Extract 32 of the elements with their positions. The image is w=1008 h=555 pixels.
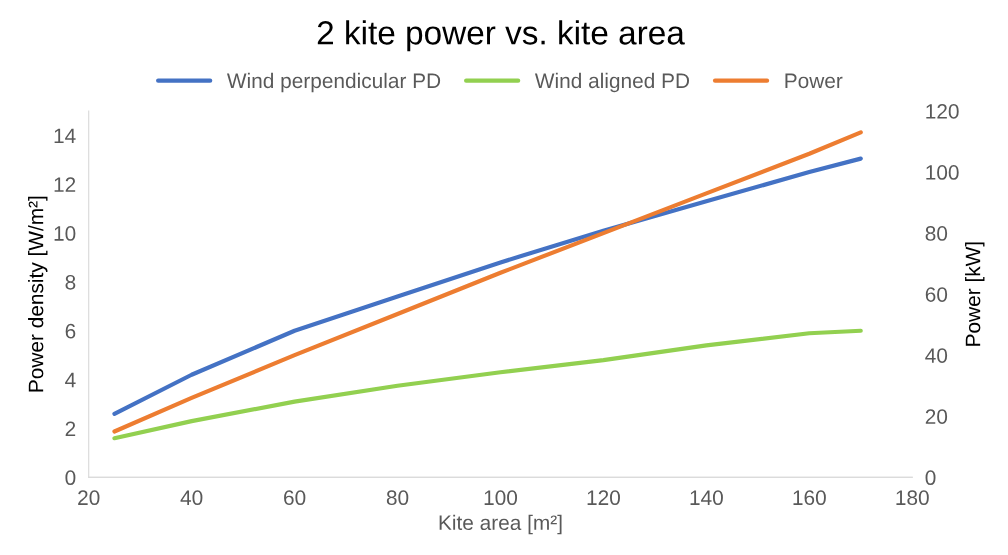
x-tick-label: 40 — [180, 490, 203, 506]
y-tick-label: 8 — [65, 274, 76, 290]
legend-label: Wind aligned PD — [534, 72, 690, 93]
y-tick-label: 12 — [54, 177, 76, 192]
y-axis-title: Power density [W/m²] — [28, 196, 48, 392]
y2-tick-label: 0 — [925, 470, 936, 486]
y-tick-label: 0 — [65, 470, 76, 486]
y-tick-label: 6 — [65, 323, 76, 339]
x-axis-title: Kite area [m²] — [439, 514, 562, 535]
y-tick-label: 14 — [54, 128, 76, 143]
y-tick-label: 10 — [54, 226, 76, 241]
legend-label: Wind perpendicular PD — [226, 72, 441, 93]
x-tick-label: 20 — [78, 490, 100, 506]
y2-tick-label: 100 — [926, 165, 959, 180]
x-tick-label: 140 — [690, 490, 723, 506]
y2-tick-label: 120 — [926, 104, 959, 119]
y2-tick-label: 80 — [925, 226, 948, 241]
y2-tick-label: 20 — [925, 409, 948, 424]
x-tick-label: 80 — [386, 490, 409, 506]
line-series — [112, 328, 863, 441]
x-tick-label: 60 — [284, 490, 306, 506]
x-tick-label: 120 — [587, 490, 620, 506]
x-tick-label: 160 — [793, 490, 826, 506]
y2-tick-label: 40 — [925, 348, 948, 363]
y-tick-label: 2 — [65, 421, 76, 437]
x-tick-label: 180 — [896, 490, 929, 506]
x-tick-label: 100 — [484, 490, 518, 506]
y-tick-label: 4 — [65, 372, 76, 388]
y2-axis-title: Power [kW] — [965, 242, 985, 346]
y2-tick-label: 60 — [925, 287, 948, 302]
legend-label: Power — [785, 73, 843, 89]
chart-title: 2 kite power vs. kite area — [317, 20, 685, 52]
